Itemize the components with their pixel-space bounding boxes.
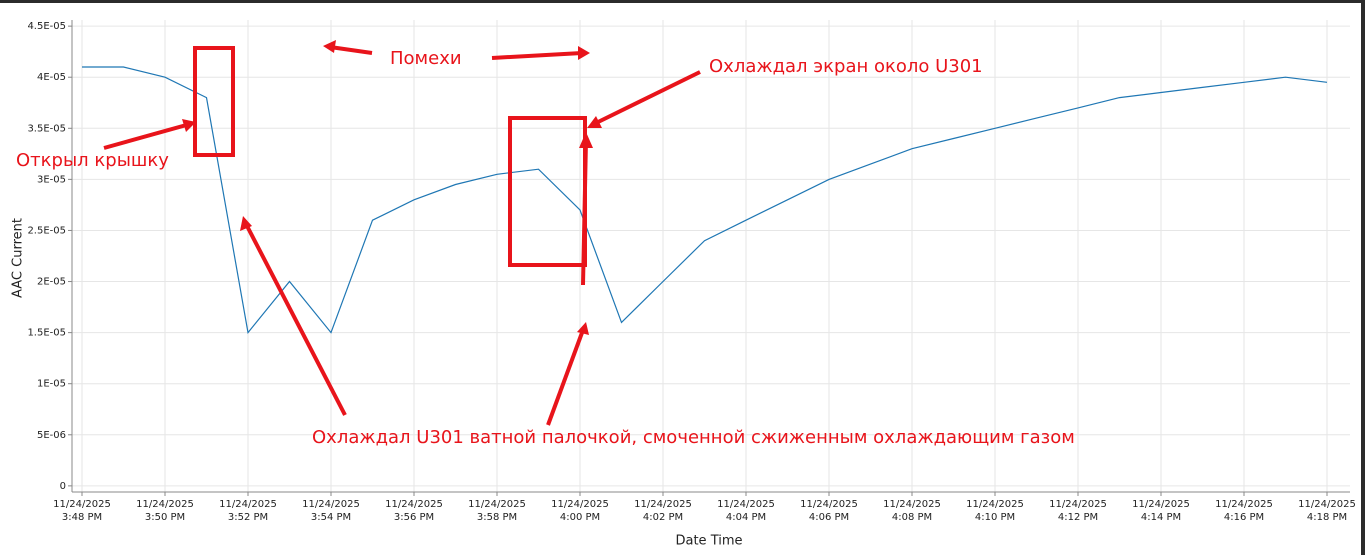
arrow [329, 45, 373, 55]
arrowhead [577, 322, 589, 335]
y-tick-label: 4E-05 [37, 72, 66, 83]
x-tick-label: 11/24/2025 4:12 PM [1049, 499, 1107, 523]
x-tick-label: 11/24/2025 4:08 PM [883, 499, 941, 523]
annotation: Помехи [390, 48, 462, 69]
x-tick-label: 11/24/2025 4:06 PM [800, 499, 858, 523]
arrow [244, 223, 347, 416]
x-tick-label: 11/24/2025 3:48 PM [53, 499, 111, 523]
y-tick-label: 2E-05 [37, 277, 66, 288]
annotations [103, 45, 701, 426]
arrowhead [182, 119, 196, 132]
x-tick-label: 11/24/2025 4:10 PM [966, 499, 1024, 523]
x-tick-label: 11/24/2025 4:14 PM [1132, 499, 1190, 523]
arrow [581, 139, 588, 286]
y-tick-label: 3.5E-05 [27, 123, 66, 134]
arrow [546, 329, 585, 426]
arrowhead [578, 46, 590, 60]
highlight-box [193, 46, 235, 157]
arrowhead [587, 116, 602, 128]
y-tick-label: 5E-06 [37, 430, 66, 441]
annotation: Охлаждал U301 ватной палочкой, смоченной… [312, 427, 1075, 448]
y-tick-label: 2.5E-05 [27, 225, 66, 236]
y-tick-label: 1E-05 [37, 379, 66, 390]
x-tick-label: 11/24/2025 4:16 PM [1215, 499, 1273, 523]
y-tick-label: 1.5E-05 [27, 328, 66, 339]
x-tick-label: 11/24/2025 4:18 PM [1298, 499, 1356, 523]
arrowhead [579, 132, 593, 148]
x-tick-label: 11/24/2025 4:00 PM [551, 499, 609, 523]
y-tick-label: 0 [60, 481, 66, 492]
annotation: Открыл крышку [16, 150, 169, 171]
arrowhead [240, 216, 252, 231]
y-tick-label: 4.5E-05 [27, 21, 66, 32]
x-tick-label: 11/24/2025 4:02 PM [634, 499, 692, 523]
arrow [491, 51, 583, 60]
arrowheads [182, 40, 602, 335]
y-tick-label: 3E-05 [37, 174, 66, 185]
data-line [82, 66, 1328, 334]
annotation: Охлаждал экран около U301 [709, 56, 983, 77]
window-frame [1361, 0, 1365, 555]
plot [82, 66, 1328, 334]
x-tick-label: 11/24/2025 4:04 PM [717, 499, 775, 523]
x-tick-label: 11/24/2025 3:58 PM [468, 499, 526, 523]
x-tick-label: 11/24/2025 3:54 PM [302, 499, 360, 523]
arrowhead [323, 40, 336, 53]
x-tick-label: 11/24/2025 3:56 PM [385, 499, 443, 523]
grid: 0 5E-06 1E-05 1.5E-05 2E-05 2.5E-05 3E-05 3.5E-… [27, 20, 1350, 496]
arrow [593, 70, 701, 126]
x-tick-label: 11/24/2025 3:52 PM [219, 499, 277, 523]
arrow [103, 122, 191, 150]
window-frame [0, 0, 1365, 3]
x-tick-label: 11/24/2025 3:50 PM [136, 499, 194, 523]
x-axis-title: Date Time [675, 534, 742, 549]
y-axis-title: AAC Current [11, 218, 26, 298]
